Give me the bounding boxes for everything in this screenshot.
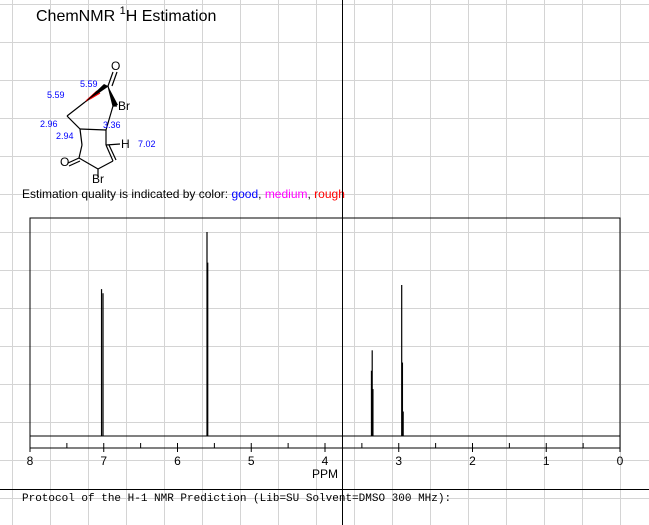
x-tick-label: 6 (174, 454, 181, 468)
x-tick-label: 2 (469, 454, 476, 468)
bond (66, 101, 86, 117)
plot-frame (29, 217, 621, 449)
quality-sep: , (258, 187, 265, 201)
title-superscript: 1 (119, 5, 126, 17)
bond (107, 71, 114, 87)
quality-prefix: Estimation quality is indicated by color… (22, 187, 232, 201)
quality-good: good (231, 187, 259, 201)
title-suffix: H Estimation (125, 8, 217, 25)
molecule-structure: O Br H O Br 5.59 5.59 2.96 2.94 3.36 7.0… (40, 59, 156, 186)
spectrum-peaks (100, 232, 404, 436)
x-tick-label: 8 (27, 454, 34, 468)
quality-sep: , (307, 187, 315, 201)
shift-label: 2.94 (56, 131, 74, 141)
bond (111, 71, 118, 87)
shift-label: 5.59 (80, 79, 98, 89)
x-tick-label: 7 (100, 454, 107, 468)
crosshair-line (342, 0, 343, 525)
bond (79, 128, 107, 131)
bond (105, 143, 121, 146)
app-title: ChemNMR 1H Estimation (36, 5, 217, 26)
rough-bond (89, 92, 101, 100)
x-tick-label: 4 (322, 454, 329, 468)
bond (67, 157, 80, 164)
bond (97, 160, 114, 170)
protocol-text: Protocol of the H-1 NMR Prediction (Lib=… (22, 493, 452, 505)
x-tick-label: 1 (543, 454, 550, 468)
wedge-bond (108, 86, 118, 106)
shift-label: 7.02 (138, 139, 156, 149)
title-prefix: ChemNMR (36, 8, 120, 25)
x-tick-label: 0 (617, 454, 624, 468)
x-axis-label: PPM (312, 467, 338, 481)
atom-br-bottom: Br (92, 172, 104, 186)
bond (78, 144, 83, 159)
shift-label: 2.96 (40, 119, 58, 129)
bond (68, 160, 81, 167)
x-axis: 8 7 6 5 4 3 2 1 0 (27, 443, 624, 468)
shift-label: 3.36 (103, 120, 121, 130)
atom-o-left: O (60, 155, 69, 169)
quality-rough: rough (314, 187, 345, 201)
bond (78, 157, 99, 170)
bond (108, 144, 117, 161)
bond (66, 115, 81, 130)
atom-h: H (121, 137, 130, 151)
bond (105, 105, 114, 131)
wedge-bond (85, 84, 108, 102)
atom-br-right: Br (118, 99, 130, 113)
shift-label: 5.59 (47, 90, 65, 100)
bond (105, 144, 114, 162)
atom-o-top: O (111, 59, 120, 73)
quality-legend: Estimation quality is indicated by color… (22, 187, 345, 201)
x-tick-label: 5 (248, 454, 255, 468)
protocol-divider (0, 489, 649, 490)
bond (79, 128, 83, 146)
quality-medium: medium (264, 187, 308, 201)
x-tick-label: 3 (395, 454, 402, 468)
